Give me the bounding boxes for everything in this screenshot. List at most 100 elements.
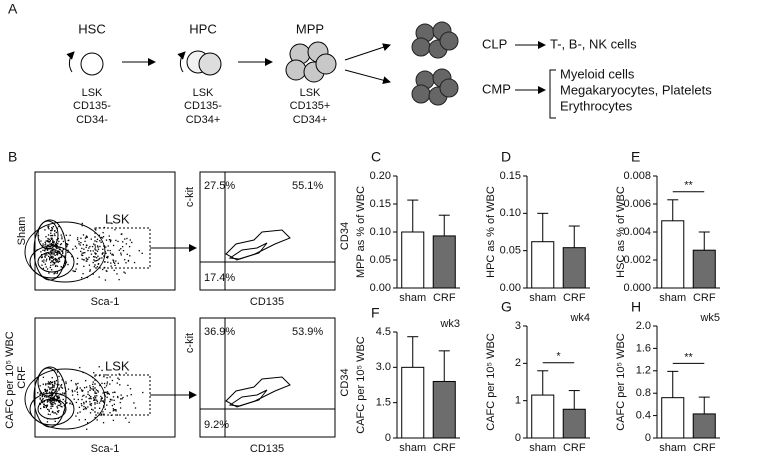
- event-dot: [111, 379, 114, 382]
- event-dot: [87, 393, 89, 395]
- event-dot: [76, 393, 79, 396]
- branch-output: T-, B-, NK cells: [550, 36, 637, 51]
- axis-label: CD34: [339, 368, 351, 396]
- event-dot: [41, 260, 44, 262]
- event-dot: [92, 256, 95, 258]
- event-dot: [52, 244, 54, 246]
- event-dot: [45, 405, 48, 407]
- x-tick-label: CRF: [693, 442, 716, 454]
- event-dot: [106, 391, 109, 393]
- x-tick-label: CRF: [693, 292, 716, 304]
- event-dot: [53, 241, 55, 243]
- event-dot: [52, 242, 55, 244]
- event-dot: [45, 406, 47, 409]
- event-dot: [49, 266, 51, 269]
- event-dot: [51, 395, 53, 397]
- event-dot: [61, 238, 63, 240]
- event-dot: [52, 255, 54, 258]
- event-dot: [50, 405, 52, 408]
- event-dot: [95, 397, 97, 399]
- event-dot: [50, 234, 52, 237]
- stage-name: MPP: [296, 21, 324, 36]
- event-dot: [126, 253, 128, 255]
- event-dot: [56, 253, 58, 255]
- event-dot: [122, 241, 124, 243]
- quadrant-percent: 9.2%: [204, 419, 229, 431]
- event-dot: [61, 266, 63, 269]
- event-dot: [57, 260, 59, 262]
- event-dot: [56, 265, 59, 267]
- event-dot: [42, 383, 44, 385]
- event-dot: [61, 379, 63, 381]
- event-dot: [105, 246, 107, 248]
- event-dot: [59, 401, 61, 404]
- event-dot: [112, 254, 114, 256]
- plot-frame: [34, 317, 176, 438]
- event-dot: [55, 247, 58, 249]
- event-dot: [64, 392, 66, 394]
- event-dot: [50, 261, 52, 264]
- event-dot: [58, 410, 60, 412]
- event-dot: [55, 400, 57, 402]
- event-dot: [50, 250, 52, 252]
- event-dot: [65, 234, 67, 236]
- event-dot: [98, 374, 101, 377]
- event-dot: [49, 413, 51, 416]
- event-dot: [89, 386, 91, 389]
- event-dot: [46, 396, 48, 398]
- event-dot: [111, 253, 114, 255]
- event-dot: [90, 404, 92, 407]
- event-dot: [54, 420, 56, 423]
- event-dot: [51, 399, 53, 401]
- side-label: CAFC per 10⁵ WBC: [4, 331, 16, 429]
- event-dot: [88, 247, 90, 249]
- event-dot: [105, 391, 107, 393]
- event-dot: [90, 403, 93, 405]
- event-dot: [113, 261, 115, 263]
- event-dot: [56, 407, 59, 409]
- event-dot: [57, 247, 60, 249]
- event-dot: [51, 244, 54, 246]
- event-dot: [39, 402, 41, 404]
- event-dot: [119, 407, 122, 409]
- event-dot: [141, 252, 143, 254]
- event-dot: [84, 251, 86, 254]
- event-dot: [52, 226, 54, 228]
- event-dot: [46, 401, 49, 403]
- event-dot: [51, 377, 53, 379]
- event-dot: [102, 236, 105, 238]
- contour: [228, 389, 268, 407]
- bar: [432, 380, 456, 439]
- event-dot: [58, 396, 61, 399]
- event-dot: [52, 261, 54, 264]
- contour: [29, 245, 75, 279]
- y-tick-label: 4.5: [376, 326, 391, 338]
- event-dot: [45, 396, 47, 398]
- event-dot: [59, 404, 61, 407]
- event-dot: [43, 404, 45, 406]
- event-dot: [125, 262, 127, 264]
- event-dot: [58, 256, 60, 259]
- event-dot: [44, 243, 47, 245]
- marker: CD135-: [73, 100, 111, 112]
- event-dot: [56, 371, 59, 373]
- event-dot: [71, 255, 73, 258]
- event-dot: [47, 225, 49, 228]
- event-dot: [97, 412, 99, 414]
- event-dot: [66, 243, 68, 246]
- event-dot: [74, 245, 77, 247]
- event-dot: [48, 225, 50, 227]
- quadrant-percent: 53.9%: [292, 326, 323, 338]
- event-dot: [48, 272, 50, 274]
- y-tick-label: 0.15: [370, 198, 391, 210]
- event-dot: [122, 396, 124, 399]
- event-dot: [75, 384, 77, 386]
- y-tick-label: 0.4: [636, 410, 651, 422]
- event-dot: [52, 403, 54, 406]
- event-dot: [82, 244, 84, 246]
- event-dot: [94, 402, 96, 404]
- contour: [225, 229, 291, 261]
- event-dot: [49, 243, 51, 245]
- event-dot: [87, 391, 89, 393]
- event-dot: [76, 391, 79, 393]
